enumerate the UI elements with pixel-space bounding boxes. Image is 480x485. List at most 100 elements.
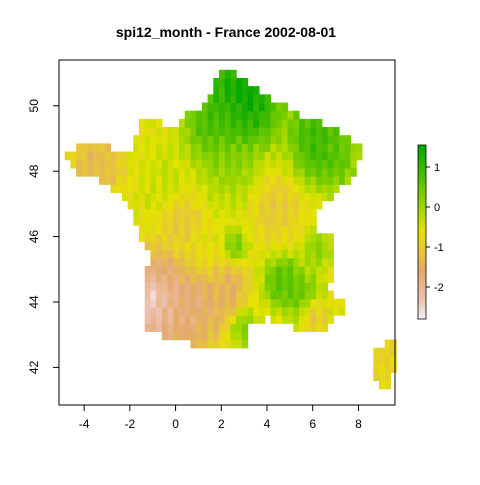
raster-cell [190,118,197,128]
raster-cell [247,192,254,202]
raster-cell [230,77,237,87]
raster-cell [104,159,112,169]
raster-cell [179,127,186,136]
raster-cell [276,298,283,308]
raster-cell [184,249,192,259]
raster-cell [259,200,266,210]
raster-cell [190,208,197,218]
raster-cell [247,118,254,128]
raster-cell [264,176,272,185]
raster-cell [276,225,283,234]
raster-cell [236,315,243,324]
raster-cell [264,274,272,283]
raster-cell [270,102,277,112]
raster-cell [253,135,260,144]
raster-cell [201,315,209,324]
raster-cell [116,184,123,194]
raster-cell [161,225,169,234]
raster-cell [270,167,277,177]
raster-cell [293,151,300,161]
raster-cell [287,192,294,202]
raster-cell [384,380,392,390]
raster-cell [259,274,266,283]
raster-cell [116,176,123,185]
raster-cell [333,143,340,153]
raster-cell [281,200,289,210]
raster-cell [110,167,117,177]
raster-cell [110,151,117,161]
raster-cell [247,110,254,120]
raster-cell [144,192,152,202]
raster-cell [236,94,243,104]
raster-cell [161,176,169,185]
raster-cell [179,135,186,144]
raster-cell [179,151,186,161]
raster-cell [219,118,226,128]
raster-cell [270,290,277,300]
raster-cell [299,257,306,267]
raster-cell [219,94,226,104]
raster-cell [201,290,209,300]
raster-cell [201,323,209,333]
raster-cell [293,127,300,136]
raster-cell [241,339,249,349]
raster-cell [224,127,232,136]
raster-cell [173,282,180,292]
raster-cell [139,135,146,144]
raster-cell [133,208,140,218]
raster-cell [207,241,214,251]
raster-cell [207,176,214,185]
raster-cell [201,167,209,177]
raster-cell [121,151,129,161]
raster-cell [179,176,186,185]
raster-cell [224,77,232,87]
raster-cell [161,184,169,194]
raster-cell [264,192,272,202]
raster-cell [321,135,329,144]
raster-cell [293,184,300,194]
raster-cell [310,176,317,185]
raster-cell [321,233,329,243]
raster-cell [241,257,249,267]
raster-cell [93,151,100,161]
raster-cell [236,331,243,341]
raster-cell [207,151,214,161]
raster-cell [190,290,197,300]
raster-cell [276,192,283,202]
raster-cell [179,184,186,194]
raster-cell [196,167,203,177]
raster-cell [219,208,226,218]
raster-cell [287,233,294,243]
raster-cell [230,159,237,169]
raster-cell [241,274,249,283]
raster-cell [316,274,323,283]
raster-cell [287,290,294,300]
raster-cell [276,290,283,300]
raster-cell [150,208,157,218]
raster-cell [253,241,260,251]
raster-cell [219,200,226,210]
raster-cell [304,266,312,275]
raster-cell [133,167,140,177]
raster-cell [196,135,203,144]
raster-cell [213,135,220,144]
raster-cell [247,200,254,210]
raster-cell [287,143,294,153]
raster-cell [344,167,352,177]
raster-cell [201,208,209,218]
raster-cell [150,118,157,128]
raster-cell [219,274,226,283]
raster-cell [327,176,334,185]
raster-cell [190,216,197,226]
raster-cell [219,331,226,341]
raster-cell [196,208,203,218]
raster-cell [190,241,197,251]
raster-cell [167,290,174,300]
raster-cell [270,176,277,185]
raster-cell [264,102,272,112]
raster-cell [179,192,186,202]
raster-cell [179,200,186,210]
raster-cell [247,167,254,177]
raster-cell [173,200,180,210]
raster-cell [133,159,140,169]
